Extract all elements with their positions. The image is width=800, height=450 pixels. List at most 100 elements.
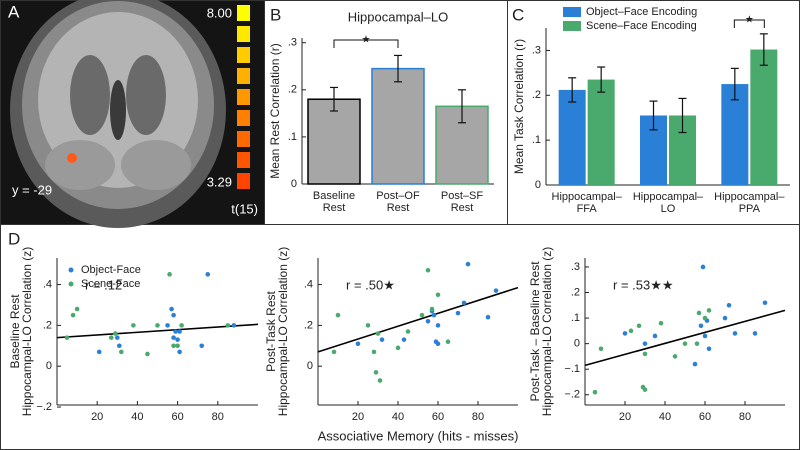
legend-label: Object-Face (81, 264, 141, 276)
y-axis-label: Baseline RestHippocampal-LO Correlation … (8, 247, 34, 416)
point (70, 312, 76, 318)
x-tick-label: Post–OF Rest (376, 190, 420, 214)
point (493, 288, 499, 293)
point (652, 333, 658, 339)
point (628, 328, 634, 334)
point (425, 267, 431, 273)
significance-bracket (733, 19, 765, 28)
point (119, 349, 124, 355)
point (171, 312, 176, 318)
bar (307, 98, 361, 185)
bar (750, 49, 778, 185)
point (112, 331, 118, 336)
y-tick-label: −.2 (564, 389, 580, 401)
x-tick-label: 40 (131, 411, 143, 423)
point (365, 323, 371, 328)
point (377, 378, 383, 383)
point (485, 314, 491, 320)
point (592, 389, 598, 395)
y-tick-label: 0 (46, 360, 52, 372)
point (752, 331, 758, 336)
point (698, 323, 704, 329)
point (171, 343, 176, 349)
point (445, 339, 451, 345)
x-tick-label: 40 (392, 411, 404, 423)
bar (721, 84, 749, 185)
y-tick-label: .1 (571, 312, 580, 324)
trend-line (317, 286, 519, 353)
point (117, 343, 122, 349)
y-axis-label: Mean Rest Correlation (r) (268, 43, 282, 178)
colorbar-min: 3.29 (207, 174, 232, 189)
y-tick-label: .2 (532, 89, 541, 101)
point (706, 346, 712, 352)
point (622, 331, 628, 336)
point (355, 341, 361, 347)
point (642, 341, 648, 346)
x-tick-label: 80 (739, 411, 751, 423)
point (702, 333, 708, 339)
point (435, 292, 441, 298)
point (435, 341, 441, 347)
point (636, 323, 642, 329)
point (455, 310, 461, 316)
point (732, 331, 738, 336)
point (205, 272, 211, 277)
point (722, 315, 728, 321)
legend-label: Scene–Face Encoding (586, 20, 697, 32)
y-tick-label: 0 (535, 179, 541, 191)
bar (371, 67, 425, 185)
point (165, 323, 170, 328)
point (429, 306, 435, 312)
point (435, 323, 441, 328)
point (405, 329, 411, 334)
point (706, 308, 712, 313)
point (115, 335, 120, 340)
point (177, 329, 182, 334)
correlation-annotation: r = .50★ (346, 277, 395, 292)
legend-label: Scene-Face (81, 278, 140, 290)
y-tick-label: .3 (532, 44, 541, 56)
point (335, 312, 341, 318)
legend-marker (68, 281, 74, 287)
point (331, 349, 337, 355)
point (465, 261, 471, 267)
legend-marker (68, 267, 74, 273)
point (696, 310, 702, 316)
y-tick-label: 0 (307, 360, 313, 372)
chart-title: Hippocampal–LO (348, 9, 448, 24)
x-tick-label: 20 (352, 411, 364, 423)
x-tick-label: 80 (472, 411, 484, 423)
point (395, 345, 401, 351)
x-tick-label: 60 (699, 411, 711, 423)
point (169, 306, 174, 312)
point (108, 335, 114, 340)
point (598, 346, 604, 352)
y-tick-label: .2 (288, 84, 297, 96)
point (64, 335, 70, 340)
correlation-annotation: r = .12 (85, 277, 122, 292)
y-tick-label: .4 (43, 278, 52, 290)
point (682, 341, 688, 346)
point (175, 337, 180, 342)
legend-swatch (563, 21, 581, 31)
x-tick-label: 60 (432, 411, 444, 423)
point (131, 323, 136, 328)
point (692, 361, 698, 367)
bar (587, 79, 615, 185)
y-tick-label: .3 (288, 37, 297, 49)
brain-image: A 8.00 3.29 t(15) y = -29 (1, 0, 264, 228)
y-tick-label: .1 (532, 134, 541, 146)
point (74, 306, 80, 312)
point (672, 354, 678, 359)
point (431, 312, 437, 318)
point (642, 351, 648, 357)
point (642, 387, 648, 392)
point (401, 337, 407, 342)
x-tick-label: Hippocampal– FFA (552, 191, 623, 215)
panel-label: D (8, 229, 20, 248)
x-tick-label: Hippocampal– PPA (714, 191, 785, 215)
point (177, 349, 182, 355)
point (702, 315, 708, 321)
